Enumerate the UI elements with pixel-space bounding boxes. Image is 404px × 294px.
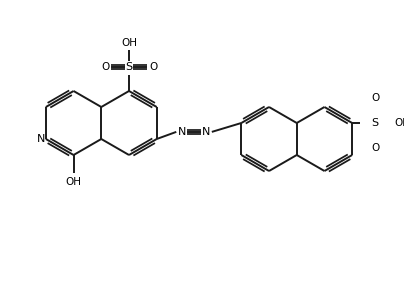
Text: OH: OH bbox=[394, 118, 404, 128]
Text: O: O bbox=[371, 93, 379, 103]
Text: O: O bbox=[101, 62, 109, 72]
Text: N: N bbox=[37, 134, 45, 144]
Text: N: N bbox=[202, 127, 211, 137]
Text: OH: OH bbox=[65, 177, 82, 187]
Text: S: S bbox=[126, 62, 133, 72]
Text: S: S bbox=[372, 118, 379, 128]
Text: O: O bbox=[149, 62, 157, 72]
Text: OH: OH bbox=[121, 38, 137, 48]
Text: N: N bbox=[177, 127, 186, 137]
Text: O: O bbox=[371, 143, 379, 153]
